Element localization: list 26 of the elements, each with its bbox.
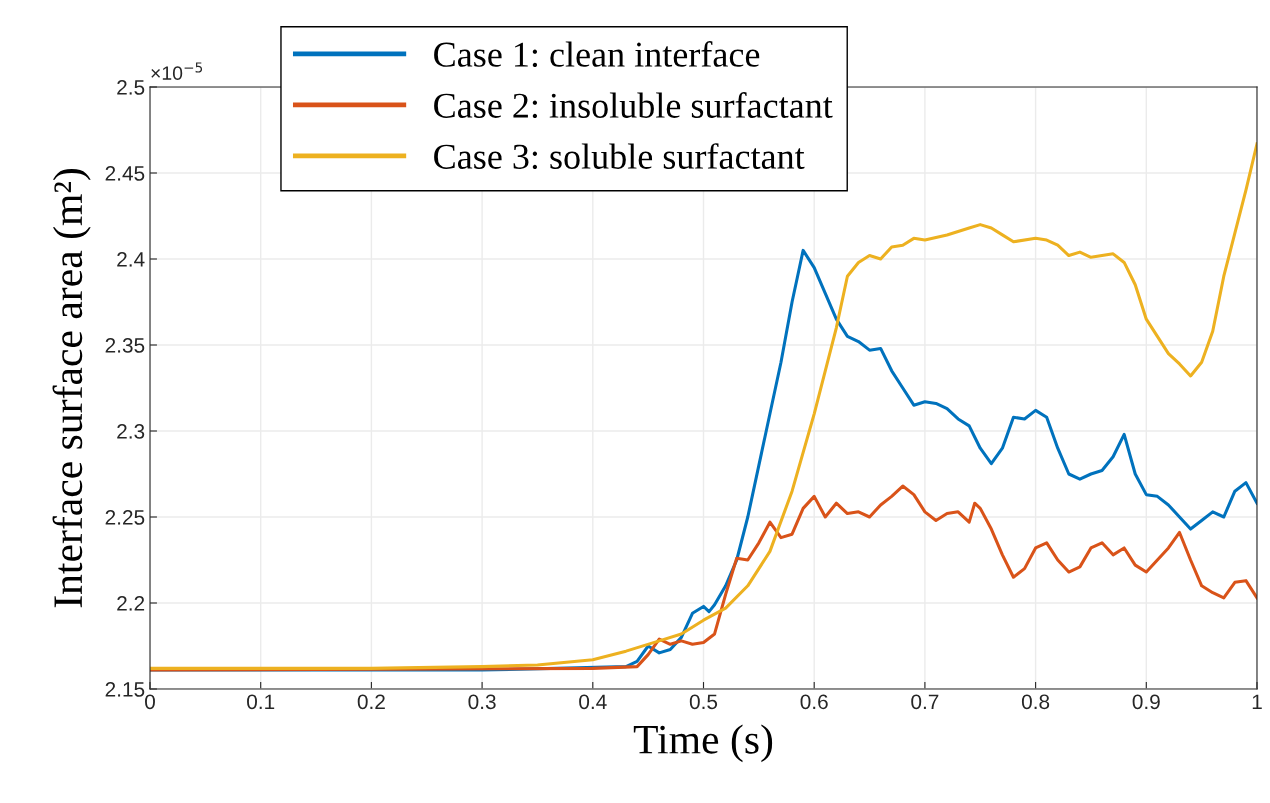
x-tick-label: 0.3 (468, 694, 496, 710)
x-tick-label: 0.4 (579, 694, 607, 710)
y-axis-title: Interface surface area (m²) (52, 169, 91, 608)
x-tick-label: 0.7 (911, 694, 939, 710)
x-axis-title: Time (s) (633, 724, 773, 763)
legend-label: Case 1: clean interface (434, 41, 760, 68)
line-series (150, 142, 1257, 670)
y-tick-label: 2.5 (117, 80, 145, 95)
x-tick-label: 0.5 (689, 694, 718, 710)
y-tick-label: 2.2 (117, 596, 145, 611)
text: ×10$^{−5}$ (151, 62, 203, 81)
x-tick-label: 0.2 (357, 694, 385, 710)
x-tick-label: 0.9 (1132, 694, 1160, 710)
x-tick-label: 1 (1252, 694, 1262, 709)
y-tick-label: 2.15 (105, 682, 145, 697)
y-tick-label: 2.35 (105, 338, 145, 353)
x-tick-label: 0 (145, 694, 155, 710)
x-tick-label: 0.1 (247, 694, 275, 710)
legend-label: Case 3: soluble surfactant (434, 143, 805, 170)
legend-label: Case 2: insoluble surfactant (434, 92, 833, 119)
x-tick-label: 0.8 (1021, 694, 1050, 710)
y-tick-label: 2.3 (117, 424, 145, 439)
y-tick-label: 2.25 (105, 510, 145, 525)
y-tick-label: 2.45 (105, 166, 145, 181)
x-tick-label: 0.6 (800, 694, 828, 710)
y-tick-label: 2.4 (117, 252, 145, 267)
